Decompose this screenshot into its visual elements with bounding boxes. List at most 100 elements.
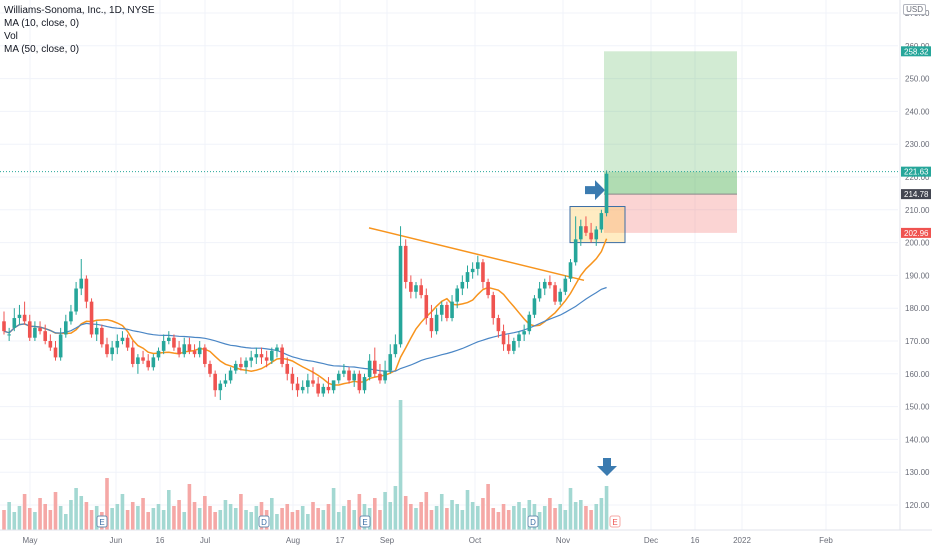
candle bbox=[481, 259, 485, 289]
y-tick-label: 200.00 bbox=[905, 239, 930, 248]
candle-body bbox=[115, 341, 120, 348]
candle bbox=[89, 298, 94, 338]
event-badge bbox=[527, 515, 539, 528]
volume-bar bbox=[357, 494, 362, 530]
volume-bar bbox=[2, 510, 6, 530]
y-tick-label: 250.00 bbox=[905, 75, 930, 84]
candle bbox=[429, 304, 434, 338]
event-badge-label: E bbox=[612, 518, 617, 527]
candle bbox=[254, 347, 259, 364]
volume-bar bbox=[573, 502, 578, 530]
candle-body bbox=[48, 341, 53, 348]
candle-body bbox=[125, 337, 130, 348]
volume-bar bbox=[563, 510, 568, 530]
loss-zone bbox=[604, 194, 737, 233]
candle bbox=[455, 285, 459, 309]
volume-bar bbox=[22, 494, 27, 530]
candle bbox=[249, 350, 253, 368]
candle-body bbox=[249, 357, 253, 361]
volume-event-marker: E bbox=[96, 515, 108, 528]
x-tick-label: Feb bbox=[819, 536, 833, 545]
volume-bar bbox=[460, 510, 465, 530]
candle bbox=[259, 347, 264, 364]
candle-body bbox=[120, 337, 125, 341]
candle-body bbox=[33, 327, 37, 338]
volume-bar bbox=[7, 502, 11, 530]
currency-badge[interactable]: USD bbox=[903, 4, 926, 15]
candle-body bbox=[182, 344, 187, 355]
event-badge-label: E bbox=[362, 518, 367, 527]
volume-bar bbox=[280, 508, 284, 530]
legend-ma10: MA (10, close, 0) bbox=[4, 18, 80, 29]
candle-body bbox=[439, 304, 444, 315]
volume-bar bbox=[233, 508, 238, 530]
volume-bar bbox=[594, 504, 599, 530]
volume-bar bbox=[455, 504, 459, 530]
candle-body bbox=[100, 327, 104, 345]
volume-bar bbox=[584, 506, 588, 530]
profit-zone bbox=[604, 51, 737, 195]
volume-bar bbox=[311, 502, 315, 530]
candle-body bbox=[218, 383, 223, 391]
volume-bar bbox=[197, 508, 202, 530]
volume-bar bbox=[244, 510, 248, 530]
x-tick-label: Aug bbox=[286, 536, 300, 545]
candle-body bbox=[378, 373, 382, 381]
candle bbox=[27, 314, 32, 341]
volume-bar bbox=[439, 494, 444, 530]
volume-bar bbox=[156, 504, 161, 530]
volume-bar bbox=[43, 504, 47, 530]
volume-bar bbox=[239, 494, 243, 530]
candle-body bbox=[424, 295, 429, 319]
candle bbox=[563, 275, 568, 296]
candle bbox=[64, 314, 68, 338]
volume-bar bbox=[64, 514, 68, 530]
candle-body bbox=[517, 334, 521, 341]
event-badge-label: D bbox=[530, 518, 536, 527]
candle bbox=[568, 259, 573, 282]
candle-body bbox=[27, 321, 32, 338]
candle-body bbox=[22, 314, 27, 322]
candle-body bbox=[130, 347, 135, 364]
candle-body bbox=[7, 334, 11, 336]
volume-bar bbox=[383, 492, 387, 530]
candle-body bbox=[110, 347, 114, 355]
volume-bar bbox=[352, 510, 356, 530]
entry-price-tag-bg bbox=[901, 189, 931, 200]
candle-body bbox=[342, 370, 346, 374]
candle-body bbox=[388, 354, 393, 371]
volume-bar bbox=[326, 504, 331, 530]
volume-bar bbox=[434, 506, 439, 530]
volume-bar bbox=[177, 500, 181, 530]
candle-body bbox=[460, 281, 465, 289]
y-tick-label: 220.00 bbox=[905, 173, 930, 182]
y-tick-label: 170.00 bbox=[905, 337, 930, 346]
candle-body bbox=[336, 373, 341, 381]
candle-body bbox=[141, 357, 145, 361]
candle-body bbox=[58, 334, 63, 358]
candle-body bbox=[604, 173, 609, 214]
volume-bar bbox=[105, 478, 109, 530]
event-badge bbox=[96, 515, 108, 528]
candle-body bbox=[367, 360, 372, 378]
candle bbox=[599, 209, 604, 233]
candle bbox=[553, 281, 557, 305]
candle bbox=[187, 337, 192, 355]
x-tick-label: 16 bbox=[691, 536, 700, 545]
volume-bar bbox=[306, 514, 310, 530]
candle bbox=[17, 304, 22, 325]
candle-body bbox=[213, 373, 217, 391]
candle bbox=[527, 311, 532, 335]
candle bbox=[532, 295, 537, 319]
candle-body bbox=[398, 245, 403, 345]
y-tick-label: 160.00 bbox=[905, 370, 930, 379]
ma50-line bbox=[3, 286, 607, 372]
volume-bar bbox=[203, 496, 207, 530]
target-price-tag-bg bbox=[901, 46, 931, 57]
candle bbox=[409, 275, 413, 299]
volume-event-marker: E bbox=[609, 515, 621, 528]
x-tick-label: Jun bbox=[110, 536, 123, 545]
candle bbox=[316, 377, 320, 397]
candle bbox=[110, 341, 114, 361]
